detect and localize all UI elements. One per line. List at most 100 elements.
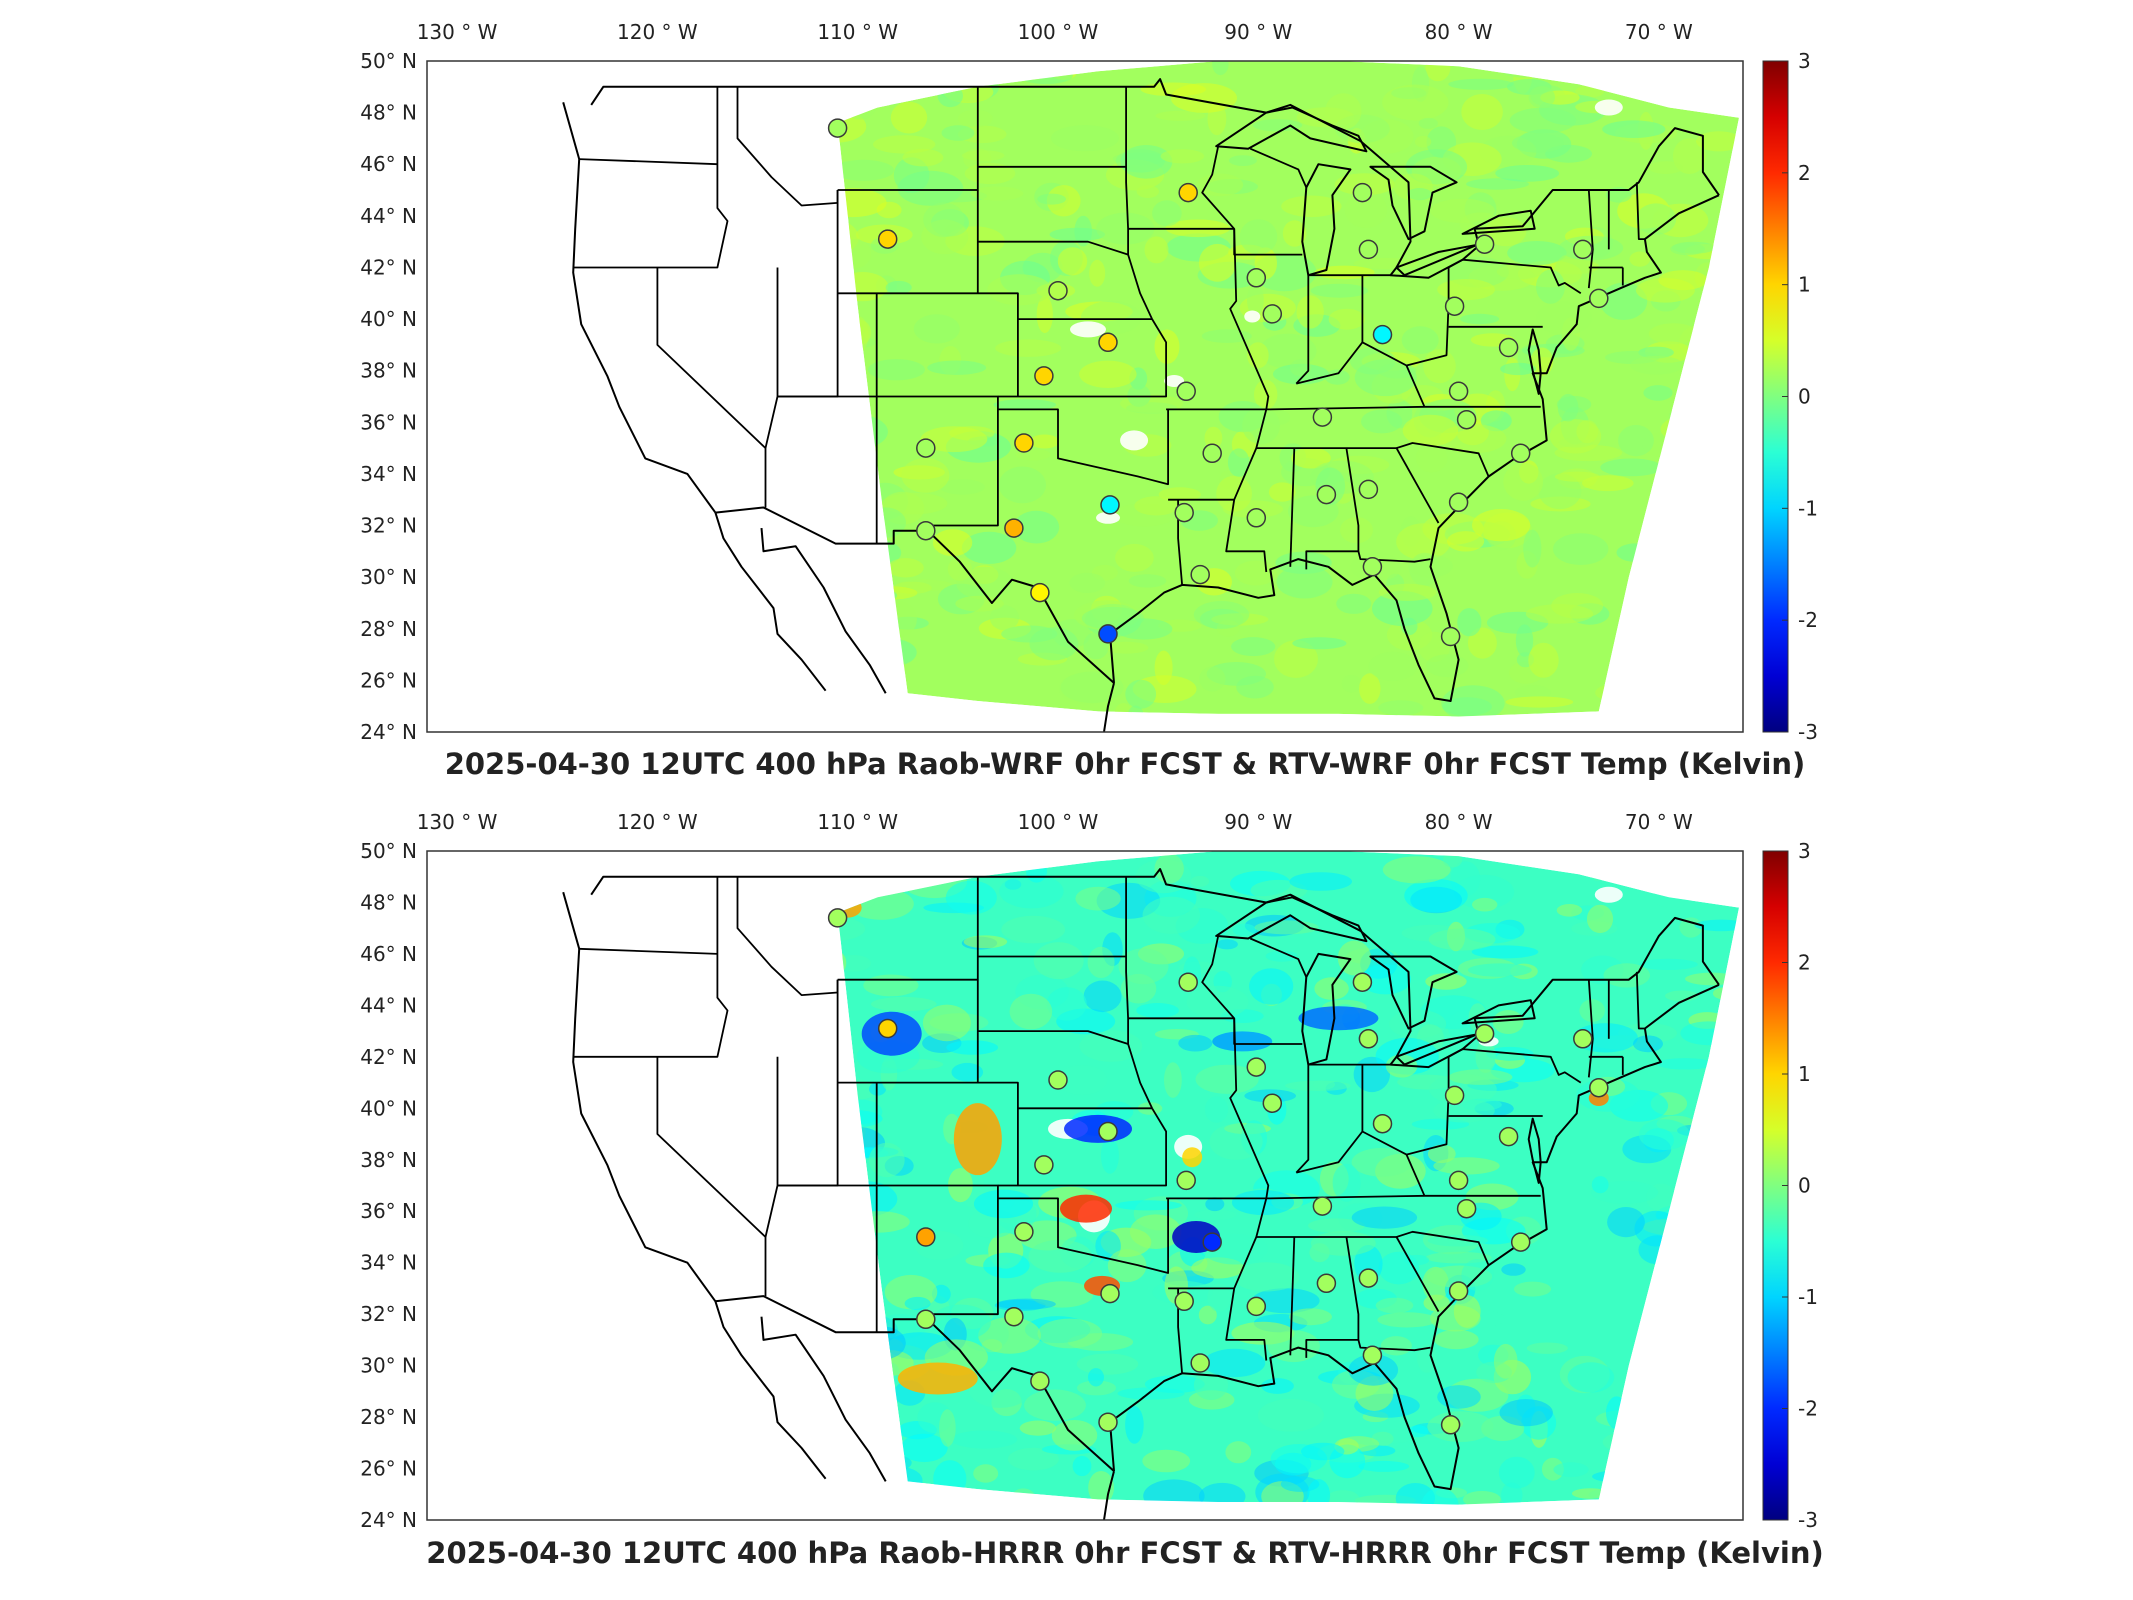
lat-tick-label: 36° N — [360, 410, 417, 434]
raob-station-marker — [1358, 479, 1379, 500]
lon-tick-label: 80 ° W — [1425, 20, 1493, 44]
raob-station-marker — [1444, 296, 1465, 316]
coastlines-and-borders — [562, 78, 1720, 733]
lat-tick-label: 44° N — [360, 993, 417, 1017]
colorbar: 3 2 1 0 -1 -2 -3 — [1762, 49, 1818, 744]
raob-station-marker — [1202, 1232, 1222, 1252]
raob-station-marker — [916, 1309, 936, 1330]
colorbar-tick-label: -2 — [1798, 1397, 1818, 1421]
lon-tick-label: 70 ° W — [1625, 20, 1693, 44]
raob-station-marker — [1030, 582, 1050, 603]
lon-tick-label: 120 ° W — [617, 20, 698, 44]
raob-station-marker — [1358, 239, 1379, 260]
raob-station-marker — [1362, 557, 1383, 577]
raob-station-marker — [827, 118, 848, 138]
lat-tick-label: 32° N — [360, 1302, 417, 1326]
lat-tick-label: 42° N — [360, 255, 417, 279]
raob-station-marker — [916, 520, 936, 541]
raob-station-marker — [1498, 1126, 1519, 1147]
colorbar: 3 2 1 0 -1 -2 -3 — [1762, 839, 1818, 1532]
lat-tick-label: 50° N — [360, 49, 417, 73]
colorbar-tick-label: 2 — [1798, 161, 1811, 185]
raob-station-marker — [1174, 1291, 1194, 1312]
lat-tick-label: 26° N — [360, 1457, 417, 1481]
raob-station-marker — [1176, 1170, 1196, 1191]
lat-tick-label: 46° N — [360, 942, 417, 966]
colorbar-tick-label: -1 — [1798, 1285, 1818, 1309]
lat-tick-label: 34° N — [360, 462, 417, 486]
raob-station-marker — [877, 1018, 898, 1039]
raob-station-marker — [1034, 1155, 1054, 1175]
lon-tick-label: 110 ° W — [817, 20, 898, 44]
lon-tick-label: 130 ° W — [417, 20, 498, 44]
colorbar-tick-label: 3 — [1798, 49, 1811, 73]
raob-station-marker — [1262, 304, 1283, 324]
raob-station-marker — [1246, 268, 1267, 288]
raob-station-marker — [1100, 1283, 1120, 1304]
raob-station-marker — [1098, 1121, 1118, 1142]
raob-station-marker — [1014, 1222, 1034, 1242]
raob-station-marker — [1098, 624, 1118, 644]
raob-station-marker — [1100, 495, 1120, 515]
lon-tick-label: 100 ° W — [1018, 20, 1099, 44]
raob-station-marker — [1573, 239, 1593, 260]
raob-station-marker — [1312, 1196, 1333, 1216]
raob-station-marker — [1358, 1268, 1379, 1288]
lat-tick-label: 38° N — [360, 359, 417, 383]
raob-station-marker — [1510, 443, 1531, 464]
lat-tick-label: 28° N — [360, 1405, 417, 1429]
raob-stations — [827, 118, 1609, 647]
lat-tick-label: 24° N — [360, 1508, 417, 1532]
raob-station-marker — [1456, 409, 1477, 430]
raob-station-marker — [1174, 502, 1194, 523]
lat-tick-label: 50° N — [360, 839, 417, 863]
lon-tick-label: 120 ° W — [617, 810, 698, 834]
lon-tick-label: 90 ° W — [1224, 810, 1292, 834]
raob-station-marker — [1474, 1023, 1495, 1044]
raob-station-marker — [1444, 1085, 1465, 1106]
raob-station-marker — [1498, 337, 1519, 358]
colorbar-tick-label: -3 — [1798, 1508, 1818, 1532]
lon-tick-label: 130 ° W — [417, 810, 498, 834]
raob-stations — [827, 908, 1609, 1435]
lat-tick-label: 42° N — [360, 1045, 417, 1069]
map-panel-1: 130 ° W 120 ° W 110 ° W 100 ° W 90 ° W 80 ° W… — [360, 20, 1818, 781]
lon-tick-label: 80 ° W — [1425, 810, 1493, 834]
colorbar-tick-label: -1 — [1798, 496, 1818, 520]
colorbar-tick-label: 0 — [1798, 1174, 1811, 1198]
lat-tick-label: 46° N — [360, 152, 417, 176]
raob-station-marker — [1448, 381, 1469, 402]
lon-tick-label: 110 ° W — [817, 810, 898, 834]
lat-tick-label: 26° N — [360, 668, 417, 692]
colorbar-tick-label: 1 — [1798, 273, 1811, 297]
raob-station-marker — [1573, 1029, 1593, 1049]
panel-title: 2025-04-30 12UTC 400 hPa Raob-WRF 0hr FC… — [445, 747, 1806, 781]
raob-station-marker — [1178, 972, 1198, 992]
lat-tick-label: 44° N — [360, 204, 417, 228]
raob-station-marker — [1202, 443, 1222, 464]
raob-station-marker — [1004, 1306, 1024, 1327]
raob-station-marker — [1448, 492, 1469, 513]
raob-station-marker — [1372, 324, 1393, 345]
raob-station-marker — [1316, 1273, 1337, 1294]
lon-tick-label: 100 ° W — [1018, 810, 1099, 834]
raob-station-marker — [1352, 182, 1373, 203]
raob-station-marker — [916, 1227, 936, 1247]
raob-station-marker — [1246, 1296, 1267, 1317]
raob-station-marker — [1589, 288, 1609, 309]
raob-station-marker — [1246, 508, 1267, 528]
lat-tick-label: 36° N — [360, 1199, 417, 1223]
raob-station-marker — [1246, 1057, 1267, 1077]
raob-station-marker — [1030, 1371, 1050, 1391]
map-frame — [426, 60, 1744, 733]
colorbar-tick-label: 1 — [1798, 1062, 1811, 1086]
colorbar-tick-label: 0 — [1798, 385, 1811, 409]
lat-tick-label: 30° N — [360, 1354, 417, 1378]
lat-tick-label: 38° N — [360, 1148, 417, 1172]
lon-tick-label: 70 ° W — [1625, 810, 1693, 834]
raob-station-marker — [1510, 1232, 1531, 1252]
raob-station-marker — [916, 438, 936, 458]
colorbar-tick-label: 2 — [1798, 951, 1811, 975]
raob-station-marker — [1176, 381, 1196, 402]
